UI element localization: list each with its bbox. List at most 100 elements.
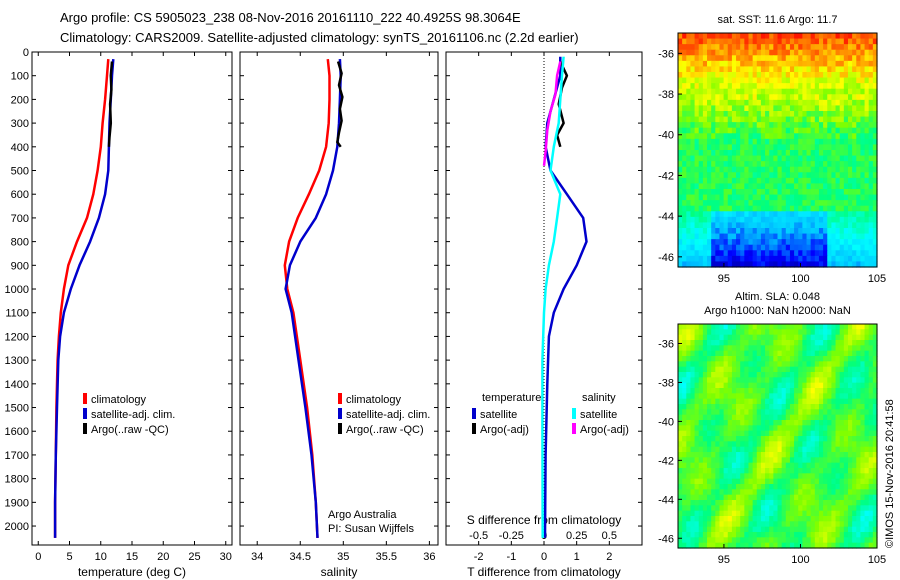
heat-cell [678, 366, 683, 373]
heat-cell [702, 127, 708, 134]
heat-cell [765, 510, 770, 517]
heat-cell [752, 49, 758, 56]
heat-cell [827, 255, 832, 263]
heat-cell [719, 542, 725, 549]
heat-cell [740, 255, 745, 263]
heat-cell [690, 430, 696, 437]
heat-cell [781, 462, 787, 469]
heat-cell [847, 44, 853, 51]
heat-cell [798, 404, 803, 410]
heat-cell [736, 473, 741, 480]
heat-cell [814, 478, 820, 485]
heat-cell [852, 239, 857, 246]
heat-cell [852, 255, 857, 263]
heat-cell [789, 111, 795, 118]
heat-cell [806, 473, 812, 480]
heat-cell [740, 211, 745, 218]
heat-cell [765, 172, 770, 179]
heat-cell [736, 200, 741, 207]
heat-cell [835, 345, 841, 352]
heat-cell [839, 340, 845, 346]
heat-cell [678, 239, 683, 246]
heat-cell [781, 473, 787, 480]
heat-cell [814, 138, 820, 146]
heat-cell [702, 404, 708, 410]
heat-cell [756, 239, 762, 246]
heat-cell [831, 172, 837, 179]
heat-cell [744, 205, 750, 212]
heat-cell [785, 222, 791, 229]
heat-cell [740, 500, 745, 506]
heat-cell [785, 420, 791, 426]
heat-cell [802, 205, 808, 212]
heat-cell [843, 489, 849, 496]
heat-cell [702, 189, 708, 196]
heat-cell [744, 436, 750, 442]
heat-cell [765, 334, 770, 341]
heat-cell [731, 60, 737, 68]
heat-cell [856, 356, 862, 362]
heat-cell [760, 233, 766, 240]
heat-cell [823, 244, 828, 251]
heat-cell [719, 77, 725, 84]
heat-cell [690, 516, 696, 522]
heat-cell [702, 510, 708, 517]
heat-cell [823, 340, 828, 346]
heat-cell [765, 500, 770, 506]
heat-cell [769, 478, 774, 485]
heat-cell [789, 468, 795, 474]
ytick-label: 900 [11, 260, 29, 272]
heat-cell [748, 222, 754, 229]
heat-cell [868, 83, 874, 90]
heat-cell [736, 334, 741, 341]
heat-cell [694, 377, 700, 384]
heat-cell [715, 494, 721, 501]
heat-cell [823, 484, 828, 490]
heat-cell [740, 510, 745, 517]
heat-cell [843, 228, 849, 235]
heat-cell [731, 484, 737, 490]
heat-cell [831, 366, 837, 373]
heat-cell [860, 494, 866, 501]
heat-cell [823, 166, 828, 173]
heat-cell [756, 542, 762, 549]
heat-cell [748, 194, 754, 201]
heat-cell [682, 329, 687, 336]
heat-cell [864, 500, 870, 506]
heat-cell [682, 398, 687, 405]
heat-cell [843, 177, 849, 185]
heat-cell [847, 345, 853, 352]
heat-cell [818, 350, 824, 357]
heat-cell [744, 414, 750, 421]
heat-cell [835, 409, 841, 416]
heat-cell [777, 172, 783, 179]
heat-cell [818, 44, 824, 51]
heat-cell [711, 72, 716, 79]
heat-cell [802, 166, 808, 173]
heat-cell [789, 189, 795, 196]
heat-cell [690, 441, 696, 448]
heat-cell [707, 356, 712, 362]
heat-cell [736, 366, 741, 373]
heat-cell [769, 484, 774, 490]
heat-cell [727, 473, 733, 480]
heat-cell [860, 33, 866, 40]
heat-cell [698, 505, 704, 512]
heat-cell [711, 205, 716, 212]
heat-cell [752, 172, 758, 179]
heat-cell [727, 228, 733, 235]
heat-cell [872, 452, 878, 458]
heat-cell [715, 38, 721, 45]
heat-cell [690, 228, 696, 235]
heat-cell [702, 441, 708, 448]
heat-cell [785, 500, 791, 506]
heat-cell [736, 500, 741, 506]
heat-cell [872, 329, 878, 336]
heat-cell [694, 228, 700, 235]
heat-cell [823, 526, 828, 533]
heat-cell [781, 138, 787, 146]
heat-cell [731, 409, 737, 416]
heat-cell [760, 111, 766, 118]
heat-cell [707, 505, 712, 512]
heat-cell [810, 222, 816, 229]
